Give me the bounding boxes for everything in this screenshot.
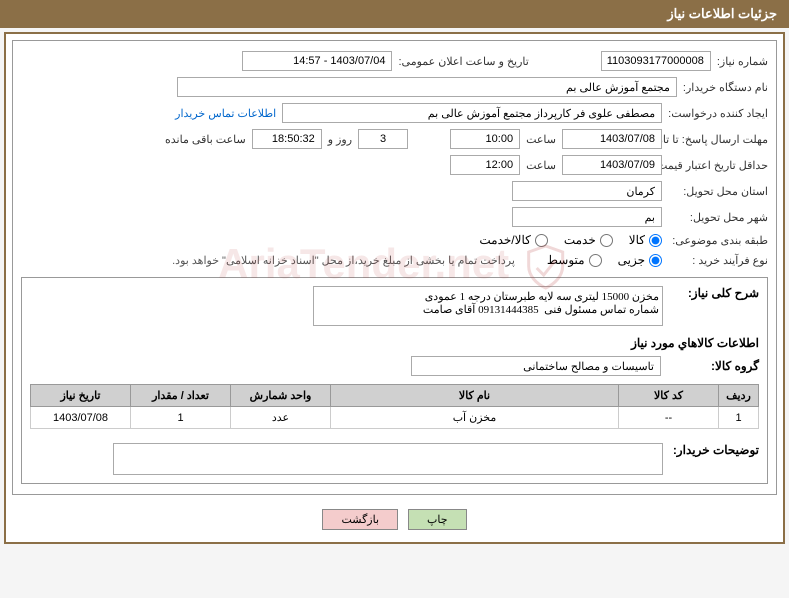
deadline-send-time: 10:00 (450, 129, 520, 149)
city-label: شهر محل تحویل: (668, 211, 768, 224)
th-name: نام کالا (331, 385, 619, 407)
row-purchase-type: نوع فرآیند خرید : جزیی متوسط پرداخت تمام… (21, 253, 768, 267)
cell-code: -- (619, 407, 719, 429)
button-row: چاپ بازگشت (12, 503, 777, 536)
radio-goods-service[interactable]: کالا/خدمت (479, 233, 547, 247)
radio-partial[interactable]: جزیی (618, 253, 662, 267)
buyer-contact-link[interactable]: اطلاعات تماس خریدار (175, 107, 276, 120)
time-label-2: ساعت (526, 159, 556, 172)
radio-goods-input[interactable] (649, 234, 662, 247)
row-category: طبقه بندی موضوعی: کالا خدمت کالا/خدمت (21, 233, 768, 247)
remaining-time: 18:50:32 (252, 129, 322, 149)
row-requester: ایجاد کننده درخواست: مصطفی علوی فر کارپر… (21, 103, 768, 123)
requester-value: مصطفی علوی فر کارپرداز مجتمع آموزش عالی … (282, 103, 662, 123)
city-value: بم (512, 207, 662, 227)
goods-group-label: گروه کالا: (669, 359, 759, 373)
price-validity-label: حداقل تاریخ اعتبار قیمت: تا تاریخ: (668, 159, 768, 172)
purchase-type-label: نوع فرآیند خرید : (668, 254, 768, 267)
requester-label: ایجاد کننده درخواست: (668, 107, 768, 120)
main-panel: شماره نیاز: 1103093177000008 تاریخ و ساع… (4, 32, 785, 544)
cell-qty: 1 (131, 407, 231, 429)
radio-goods-service-label: کالا/خدمت (479, 233, 530, 247)
general-desc-label: شرح کلی نیاز: (669, 286, 759, 300)
radio-medium-label: متوسط (547, 253, 585, 267)
province-label: استان محل تحویل: (668, 185, 768, 198)
days-and-label: روز و (328, 133, 352, 146)
form-area: شماره نیاز: 1103093177000008 تاریخ و ساع… (12, 40, 777, 495)
general-desc-textarea[interactable] (313, 286, 663, 326)
row-price-validity: حداقل تاریخ اعتبار قیمت: تا تاریخ: 1403/… (21, 155, 768, 175)
cell-name: مخزن آب (331, 407, 619, 429)
row-buyer-org: نام دستگاه خریدار: مجتمع آموزش عالی بم (21, 77, 768, 97)
radio-medium-input[interactable] (589, 254, 602, 267)
items-section-title: اطلاعات کالاهاي مورد نياز (30, 336, 759, 350)
row-city: شهر محل تحویل: بم (21, 207, 768, 227)
buyer-notes-label: توضیحات خریدار: (673, 443, 759, 457)
page-title: جزئیات اطلاعات نیاز (667, 6, 777, 21)
price-validity-time: 12:00 (450, 155, 520, 175)
page-header: جزئیات اطلاعات نیاز (0, 0, 789, 28)
th-qty: تعداد / مقدار (131, 385, 231, 407)
radio-goods-service-input[interactable] (535, 234, 548, 247)
table-row: 1 -- مخزن آب عدد 1 1403/07/08 (31, 407, 759, 429)
category-label: طبقه بندی موضوعی: (668, 234, 768, 247)
deadline-send-date: 1403/07/08 (562, 129, 662, 149)
days-value: 3 (358, 129, 408, 149)
cell-row: 1 (719, 407, 759, 429)
category-radio-group: کالا خدمت کالا/خدمت (479, 233, 662, 247)
need-number-value: 1103093177000008 (601, 51, 711, 71)
cell-unit: عدد (231, 407, 331, 429)
announce-value: 1403/07/04 - 14:57 (242, 51, 392, 71)
buyer-notes-box (113, 443, 663, 475)
back-button[interactable]: بازگشت (322, 509, 398, 530)
remaining-label: ساعت باقی مانده (165, 133, 246, 146)
radio-partial-input[interactable] (649, 254, 662, 267)
cell-date: 1403/07/08 (31, 407, 131, 429)
purchase-type-radio-group: جزیی متوسط (547, 253, 662, 267)
th-row: ردیف (719, 385, 759, 407)
items-table: ردیف کد کالا نام کالا واحد شمارش تعداد /… (30, 384, 759, 429)
row-need-number: شماره نیاز: 1103093177000008 تاریخ و ساع… (21, 51, 768, 71)
goods-group-value: تاسیسات و مصالح ساختمانی (411, 356, 661, 376)
radio-medium[interactable]: متوسط (547, 253, 602, 267)
th-code: کد کالا (619, 385, 719, 407)
radio-goods[interactable]: کالا (629, 233, 662, 247)
th-date: تاریخ نیاز (31, 385, 131, 407)
buyer-notes-row: توضیحات خریدار: (30, 443, 759, 475)
province-value: کرمان (512, 181, 662, 201)
print-button[interactable]: چاپ (408, 509, 467, 530)
price-validity-date: 1403/07/09 (562, 155, 662, 175)
announce-label: تاریخ و ساعت اعلان عمومی: (398, 55, 528, 68)
row-province: استان محل تحویل: کرمان (21, 181, 768, 201)
th-unit: واحد شمارش (231, 385, 331, 407)
payment-note: پرداخت تمام یا بخشی از مبلغ خرید،از محل … (172, 254, 515, 267)
need-number-label: شماره نیاز: (717, 55, 768, 68)
time-label-1: ساعت (526, 133, 556, 146)
buyer-org-label: نام دستگاه خریدار: (683, 81, 768, 94)
radio-goods-label: کالا (629, 233, 645, 247)
table-header-row: ردیف کد کالا نام کالا واحد شمارش تعداد /… (31, 385, 759, 407)
deadline-send-label: مهلت ارسال پاسخ: تا تاریخ: (668, 133, 768, 146)
row-general-desc: شرح کلی نیاز: (30, 286, 759, 326)
row-goods-group: گروه کالا: تاسیسات و مصالح ساختمانی (30, 356, 759, 376)
radio-service-input[interactable] (600, 234, 613, 247)
radio-partial-label: جزیی (618, 253, 645, 267)
desc-subsection: شرح کلی نیاز: اطلاعات کالاهاي مورد نياز … (21, 277, 768, 484)
radio-service-label: خدمت (564, 233, 596, 247)
radio-service[interactable]: خدمت (564, 233, 613, 247)
row-deadline: مهلت ارسال پاسخ: تا تاریخ: 1403/07/08 سا… (21, 129, 768, 149)
buyer-org-value: مجتمع آموزش عالی بم (177, 77, 677, 97)
